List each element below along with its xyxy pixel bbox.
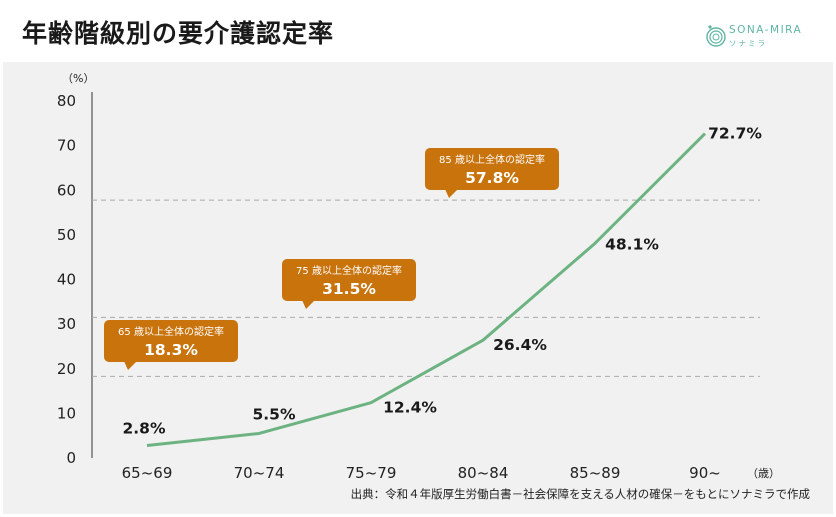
callout-label: 85 歳以上全体の認定率 [439, 153, 545, 166]
callout-box [282, 259, 416, 301]
callouts: 65 歳以上全体の認定率 18.3% 75 歳以上全体の認定率 31.5% 85 歳以上… [104, 148, 559, 370]
callout-label: 65 歳以上全体の認定率 [118, 325, 224, 338]
y-tick-label: 10 [57, 404, 76, 422]
data-label: 48.1% [605, 235, 659, 253]
series-line [146, 132, 707, 447]
x-tick-label: 85~89 [570, 464, 621, 482]
callout-label: 75 歳以上全体の認定率 [296, 264, 402, 277]
x-tick-label: 70~74 [234, 464, 285, 482]
callout-pointer [445, 189, 458, 198]
x-tick-label: 80~84 [458, 464, 509, 482]
data-label: 72.7% [708, 125, 762, 143]
y-tick-label: 50 [57, 226, 76, 244]
callout-pointer [302, 300, 315, 309]
x-tick-label: 90~ [689, 464, 721, 482]
logo-name: SONA-MIRA [729, 24, 803, 36]
y-tick-label: 40 [57, 271, 76, 289]
y-axis-ticks: 0 10 20 30 40 50 60 70 80 [57, 92, 76, 467]
data-label: 12.4% [383, 399, 437, 417]
callout-box [104, 320, 238, 362]
callout-value: 18.3% [144, 341, 198, 359]
chart-panel [3, 62, 833, 514]
x-axis-ticks: 65~69 70~74 75~79 80~84 85~89 90~ [122, 464, 721, 482]
y-tick-label: 30 [57, 315, 76, 333]
reference-lines [92, 199, 760, 377]
reference-callout: 85 歳以上全体の認定率 57.8% [425, 148, 559, 198]
logo-sub: ソナミラ [729, 39, 767, 48]
y-tick-label: 80 [57, 92, 76, 110]
logo-swirl-icon [706, 25, 726, 47]
y-tick-label: 20 [57, 360, 76, 378]
x-tick-label: 65~69 [122, 464, 173, 482]
source-note: 出典：令和４年版厚生労働白書－社会保障を支える人材の確保－をもとにソナミラで作成 [350, 487, 810, 501]
callout-value: 31.5% [322, 280, 376, 298]
reference-callout: 65 歳以上全体の認定率 18.3% [104, 320, 238, 370]
callout-box [425, 148, 559, 190]
x-axis-unit: （歳） [747, 467, 780, 480]
y-axis-unit: （%） [62, 72, 94, 85]
data-label: 26.4% [493, 336, 547, 354]
y-tick-label: 60 [57, 181, 76, 199]
data-labels: 2.8% 5.5% 12.4% 26.4% 48.1% 72.7% [123, 125, 763, 438]
data-label: 5.5% [253, 405, 296, 423]
callout-pointer [124, 361, 137, 370]
callout-value: 57.8% [465, 169, 519, 187]
chart-title: 年齢階級別の要介護認定率 [22, 19, 335, 48]
y-tick-label: 70 [57, 137, 76, 155]
data-label: 2.8% [123, 420, 166, 438]
x-tick-label: 75~79 [346, 464, 397, 482]
reference-callout: 75 歳以上全体の認定率 31.5% [282, 259, 416, 309]
sona-mira-logo: SONA-MIRA ソナミラ [706, 24, 824, 54]
y-tick-label: 0 [66, 449, 76, 467]
